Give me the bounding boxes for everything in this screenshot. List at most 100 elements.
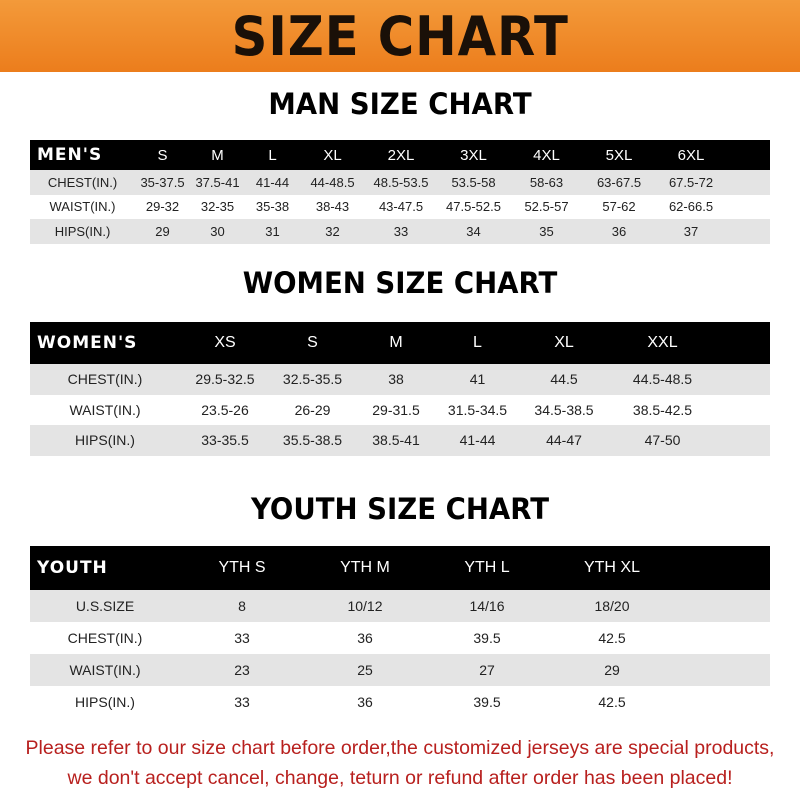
row-label: HIPS(IN.) [75, 694, 135, 710]
table-cell: 44.5 [550, 371, 578, 388]
row-label: CHEST(IN.) [47, 174, 118, 190]
table-cell: 67.5-72 [668, 174, 714, 190]
table-cell: 10/12 [347, 598, 383, 614]
table-cell: 42.5 [598, 694, 626, 710]
table-cell: 47.5-52.5 [446, 199, 501, 215]
table-cell: 29-32 [145, 199, 180, 215]
table-cell: 44.5-48.5 [632, 371, 693, 388]
table-cell: 33-35.5 [201, 432, 249, 449]
table-cell: 36 [611, 223, 627, 239]
row-label: HIPS(IN.) [54, 223, 111, 239]
table-cell: 29 [155, 223, 170, 239]
table-row: WAIST(IN.) 29-32 32-35 35-38 38-43 43-47.5 47.… [30, 194, 770, 219]
table-cell: 33 [234, 630, 250, 646]
table-cell: YTH S [218, 559, 266, 576]
table-cell: 33 [234, 694, 250, 710]
table-row: U.S.SIZE 8 10/12 14/16 18/20 [30, 590, 770, 622]
table-header-row: MEN'S S M L XL 2XL 3XL 4XL 5XL 6XL [30, 140, 770, 170]
row-label: HIPS(IN.) [75, 432, 135, 449]
table-cell: 29-31.5 [372, 401, 420, 418]
table-cell: YTH M [340, 559, 390, 576]
table-cell: 57-62 [602, 199, 636, 215]
table-cell: 30 [210, 223, 225, 239]
table-corner-label: YOUTH [37, 558, 108, 578]
table-cell: 39.5 [473, 630, 501, 646]
table-row: HIPS(IN.) 29 30 31 32 33 34 35 36 37 [30, 219, 770, 244]
table-row: WAIST(IN.) 23.5-26 26-29 29-31.5 31.5-34.5 34… [30, 394, 770, 425]
row-label: WAIST(IN.) [69, 401, 141, 418]
table-cell: 52.5-57 [524, 199, 569, 215]
table-cell: S [307, 334, 318, 351]
table-cell: 63-67.5 [596, 174, 642, 190]
men-size-table: MEN'S S M L XL 2XL 3XL 4XL 5XL 6XL CHEST(IN.) 35-37… [30, 140, 770, 244]
table-cell: 34 [466, 223, 481, 239]
table-cell: 39.5 [473, 694, 501, 710]
table-cell: L [268, 146, 277, 164]
table-header-row: WOMEN'S XS S M L XL XXL [30, 322, 770, 364]
table-cell: 32-35 [200, 199, 235, 215]
table-cell: 42.5 [598, 630, 626, 646]
table-row: CHEST(IN.) 35-37.5 37.5-41 41-44 44-48.5 48.5… [30, 170, 770, 195]
table-cell: 35-37.5 [140, 174, 185, 190]
row-label: U.S.SIZE [75, 598, 135, 614]
table-cell: 44-48.5 [310, 174, 355, 190]
table-cell: 37.5-41 [195, 174, 240, 190]
table-cell: 32.5-35.5 [282, 371, 343, 388]
table-cell: XS [214, 334, 236, 351]
table-cell: 32 [325, 223, 340, 239]
table-cell: 29 [604, 662, 620, 678]
table-cell: 37 [683, 223, 699, 239]
table-cell: 4XL [533, 146, 560, 164]
table-corner-label: MEN'S [37, 145, 103, 165]
women-size-table: WOMEN'S XS S M L XL XXL CHEST(IN.) 29.5-32.5 32.5… [30, 322, 770, 456]
table-cell: 35 [539, 223, 554, 239]
men-title: MAN SIZE CHART [268, 87, 532, 121]
table-cell: 41-44 [459, 432, 496, 449]
table-row: CHEST(IN.) 33 36 39.5 42.5 [30, 622, 770, 654]
table-cell: 38.5-42.5 [632, 401, 693, 418]
table-cell: 5XL [605, 146, 633, 164]
table-cell: 31 [265, 223, 280, 239]
youth-size-table: YOUTH YTH S YTH M YTH L YTH XL U.S.SIZE 8 10/12… [30, 546, 770, 718]
table-cell: 8 [238, 598, 246, 614]
table-cell: 41 [469, 371, 486, 388]
table-corner-label: WOMEN'S [37, 333, 138, 353]
table-cell: 27 [479, 662, 495, 678]
table-cell: 14/16 [469, 598, 505, 614]
table-cell: YTH XL [583, 559, 640, 576]
table-cell: 23 [234, 662, 250, 678]
table-cell: XL [323, 146, 342, 164]
table-cell: 29.5-32.5 [195, 371, 255, 388]
table-cell: 48.5-53.5 [373, 174, 429, 190]
table-cell: S [157, 146, 168, 164]
table-cell: 36 [357, 630, 373, 646]
row-label: CHEST(IN.) [67, 371, 143, 388]
table-cell: 35.5-38.5 [282, 432, 343, 449]
notice-line-1: Please refer to our size chart before or… [25, 737, 775, 759]
table-cell: 25 [357, 662, 373, 678]
table-cell: M [389, 334, 403, 351]
table-cell: 26-29 [294, 401, 331, 418]
table-cell: 18/20 [594, 598, 630, 614]
table-cell: 47-50 [644, 432, 681, 449]
table-row: HIPS(IN.) 33-35.5 35.5-38.5 38.5-41 41-44 44-… [30, 425, 770, 456]
table-cell: 38.5-41 [372, 432, 420, 449]
table-cell: 36 [357, 694, 373, 710]
table-cell: 43-47.5 [378, 199, 424, 215]
row-label: WAIST(IN.) [49, 199, 116, 215]
table-row: HIPS(IN.) 33 36 39.5 42.5 [30, 686, 770, 718]
table-cell: 53.5-58 [451, 174, 496, 190]
table-cell: 23.5-26 [201, 401, 249, 418]
table-header-row: YOUTH YTH S YTH M YTH L YTH XL [30, 546, 770, 590]
table-cell: L [473, 334, 482, 351]
table-cell: 2XL [387, 146, 415, 164]
row-label: CHEST(IN.) [67, 630, 143, 646]
row-label: WAIST(IN.) [69, 662, 141, 678]
table-cell: M [211, 146, 224, 164]
table-cell: 41-44 [255, 174, 290, 190]
table-cell: YTH L [464, 559, 510, 576]
table-cell: 38-43 [315, 199, 350, 215]
table-cell: 38 [388, 371, 404, 388]
table-cell: 44-47 [546, 432, 582, 449]
table-cell: 58-63 [529, 174, 564, 190]
